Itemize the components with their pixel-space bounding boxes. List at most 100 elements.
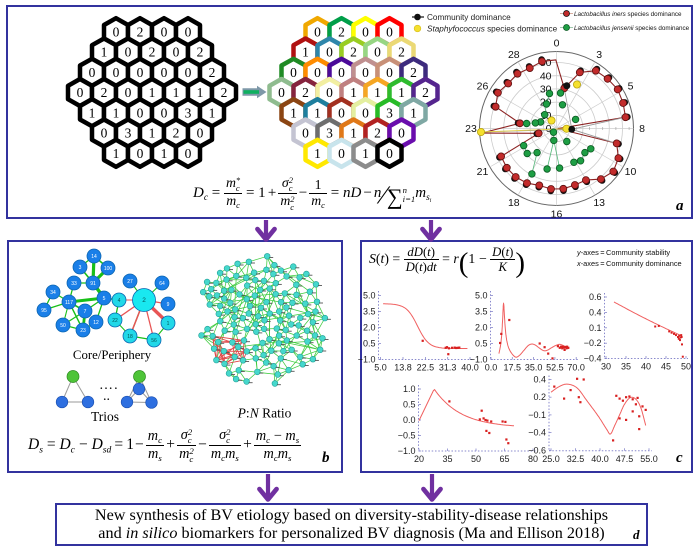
svg-text:0: 0 xyxy=(101,126,108,141)
svg-text:2: 2 xyxy=(173,126,180,141)
svg-text:0: 0 xyxy=(125,45,132,60)
svg-text:10: 10 xyxy=(625,166,637,178)
svg-text:2.0: 2.0 xyxy=(363,323,376,333)
svg-text:0: 0 xyxy=(290,65,297,80)
svg-text:16: 16 xyxy=(551,209,563,221)
svg-text:0.5: 0.5 xyxy=(403,400,416,410)
svg-text:1: 1 xyxy=(149,85,156,100)
svg-text:0: 0 xyxy=(278,85,285,100)
svg-text:0: 0 xyxy=(137,65,144,80)
svg-text:0.0: 0.0 xyxy=(485,363,498,373)
svg-text:0.5: 0.5 xyxy=(363,339,376,349)
svg-text:5.0: 5.0 xyxy=(475,291,488,301)
svg-text:Community dominance: Community dominance xyxy=(427,13,511,22)
svg-text:0: 0 xyxy=(113,24,120,39)
svg-text:23: 23 xyxy=(80,328,86,334)
svg-text:8: 8 xyxy=(639,123,645,135)
svg-text:2: 2 xyxy=(101,85,108,100)
svg-text:1: 1 xyxy=(113,146,120,161)
svg-text:0: 0 xyxy=(362,24,369,39)
svg-text:13.8: 13.8 xyxy=(394,363,412,373)
svg-text:35: 35 xyxy=(621,362,631,372)
svg-text:1: 1 xyxy=(167,321,170,327)
svg-text:1: 1 xyxy=(374,85,381,100)
svg-text:2: 2 xyxy=(197,45,204,60)
svg-text:0: 0 xyxy=(173,45,180,60)
svg-text:1: 1 xyxy=(209,105,216,120)
svg-text:3: 3 xyxy=(326,126,333,141)
svg-text:40.0: 40.0 xyxy=(591,454,609,464)
svg-text:50: 50 xyxy=(540,57,552,69)
svg-text:0: 0 xyxy=(197,126,204,141)
svg-text:1: 1 xyxy=(161,146,168,161)
svg-text:3: 3 xyxy=(386,105,393,120)
svg-text:70.0: 70.0 xyxy=(567,363,585,373)
svg-text:56: 56 xyxy=(151,338,157,344)
svg-text:91: 91 xyxy=(90,281,96,287)
svg-text:0: 0 xyxy=(161,65,168,80)
svg-text:0: 0 xyxy=(314,65,321,80)
svg-text:26: 26 xyxy=(477,80,489,92)
svg-text:50: 50 xyxy=(681,362,691,372)
svg-text:50: 50 xyxy=(60,323,66,329)
svg-text:P:N Ratio: P:N Ratio xyxy=(237,406,292,421)
svg-text:32.5: 32.5 xyxy=(567,454,585,464)
svg-text:0.0: 0.0 xyxy=(403,415,416,425)
svg-text:Lactobacillus iners species do: Lactobacillus iners species dominance xyxy=(574,11,682,18)
svg-text:0: 0 xyxy=(77,85,84,100)
svg-text:1: 1 xyxy=(101,45,108,60)
svg-text:1: 1 xyxy=(398,85,405,100)
svg-text:−0.5: −0.5 xyxy=(398,431,416,441)
svg-text:0: 0 xyxy=(398,126,405,141)
svg-text:1: 1 xyxy=(173,85,180,100)
svg-text:2: 2 xyxy=(209,65,216,80)
svg-text:0: 0 xyxy=(185,65,192,80)
svg-text:0: 0 xyxy=(185,24,192,39)
svg-text:12: 12 xyxy=(93,320,99,326)
svg-text:22.5: 22.5 xyxy=(417,363,435,373)
svg-text:Trios: Trios xyxy=(91,409,119,424)
svg-text:−0.6: −0.6 xyxy=(528,445,546,455)
svg-text:52.5: 52.5 xyxy=(546,363,564,373)
svg-text:0: 0 xyxy=(113,65,120,80)
svg-text:2: 2 xyxy=(142,297,146,304)
svg-text:1: 1 xyxy=(113,105,120,120)
svg-text:27: 27 xyxy=(127,279,133,285)
svg-text:5: 5 xyxy=(628,80,634,92)
svg-text:34: 34 xyxy=(50,290,56,296)
svg-text:0.4: 0.4 xyxy=(589,307,602,317)
svg-text:47.5: 47.5 xyxy=(616,454,634,464)
svg-text:0: 0 xyxy=(386,65,393,80)
svg-text:2.0: 2.0 xyxy=(475,323,488,333)
svg-text:35: 35 xyxy=(442,454,452,464)
svg-text:3: 3 xyxy=(185,105,192,120)
svg-text:4: 4 xyxy=(118,298,121,304)
svg-text:5.0: 5.0 xyxy=(363,291,376,301)
svg-text:1: 1 xyxy=(302,45,309,60)
svg-text:1: 1 xyxy=(197,85,204,100)
svg-text:40: 40 xyxy=(540,70,552,82)
svg-text:1: 1 xyxy=(350,126,357,141)
svg-text:0: 0 xyxy=(326,45,333,60)
svg-text:2: 2 xyxy=(374,126,381,141)
svg-text:9: 9 xyxy=(167,302,170,308)
svg-text:23: 23 xyxy=(465,123,477,135)
svg-text:… .: … . xyxy=(99,378,118,393)
svg-text:2: 2 xyxy=(302,85,309,100)
svg-text:18: 18 xyxy=(127,334,133,340)
svg-text:7: 7 xyxy=(84,309,87,315)
svg-text:0.2: 0.2 xyxy=(533,392,546,402)
svg-text:0: 0 xyxy=(362,105,369,120)
svg-text:2: 2 xyxy=(350,45,357,60)
svg-text:0: 0 xyxy=(125,85,132,100)
svg-text:Staphyfococcus species dominan: Staphyfococcus species dominance xyxy=(427,25,558,34)
svg-text:0: 0 xyxy=(386,146,393,161)
svg-text:45: 45 xyxy=(661,362,671,372)
svg-text:2: 2 xyxy=(398,45,405,60)
svg-text:−1.0: −1.0 xyxy=(398,446,416,456)
svg-text:0.1: 0.1 xyxy=(589,323,602,333)
svg-text:0: 0 xyxy=(338,146,345,161)
svg-text:3.5: 3.5 xyxy=(363,307,376,317)
svg-text:17.5: 17.5 xyxy=(504,363,522,373)
svg-text:1: 1 xyxy=(350,85,357,100)
